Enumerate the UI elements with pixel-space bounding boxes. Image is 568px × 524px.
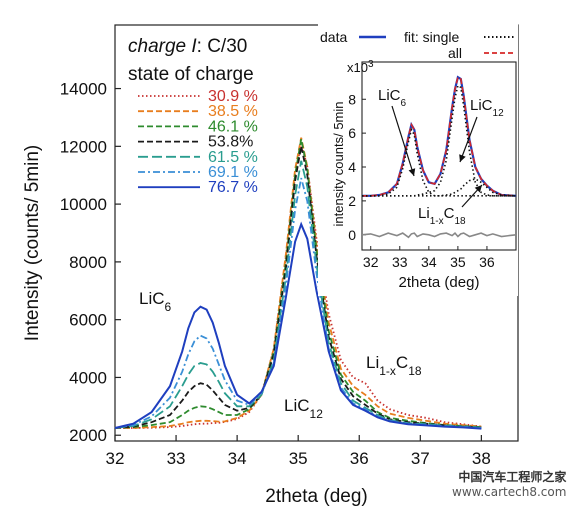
legend-label-7: 76.7 % <box>208 179 258 196</box>
inset-series-all <box>362 75 517 197</box>
inset-y-multiplier: x103 <box>347 59 374 76</box>
inset-arrow-1 <box>391 105 415 177</box>
inset-x-tick-label: 35 <box>450 254 466 270</box>
legend-label-5: 61.5 % <box>208 149 258 166</box>
y-tick-label: 10000 <box>60 195 107 214</box>
inset-y-tick-label: 0 <box>348 227 356 243</box>
inset-frame <box>361 61 517 251</box>
annotation-li1xc18: Li1-xC18 <box>366 353 422 378</box>
legend-label-4: 53.8% <box>208 134 253 151</box>
x-tick-label: 32 <box>106 449 125 468</box>
watermark-url: www.cartech8.com <box>452 485 567 499</box>
y-tick-label: 4000 <box>69 368 107 387</box>
inset-arrow-2 <box>459 116 478 163</box>
inset-series-residual <box>361 231 517 239</box>
inset-y-tick-label: 2 <box>348 193 356 209</box>
y-tick-label: 8000 <box>69 253 107 272</box>
x-tick-label: 38 <box>472 449 491 468</box>
inset-arrowhead-1 <box>408 168 416 176</box>
annotation-lic12: LiC12 <box>284 396 323 421</box>
inset-y-tick-label: 4 <box>348 159 356 175</box>
legend-subtitle: state of charge <box>128 64 254 85</box>
x-tick-label: 36 <box>350 449 369 468</box>
series-line-7 <box>114 221 482 430</box>
inset-y-axis-title: intensity counts/ 5min <box>331 101 346 226</box>
legend-label-2: 38.5 % <box>208 103 258 120</box>
inset-legend-single-label: fit: single <box>404 29 459 45</box>
inset-y-tick-label: 6 <box>348 125 356 141</box>
legend-title: charge I: C/30 <box>128 36 247 57</box>
inset-x-tick-label: 36 <box>479 254 495 270</box>
inset-x-tick-label: 32 <box>363 254 379 270</box>
inset-arrowhead-3 <box>474 185 482 193</box>
series-line-3 <box>114 138 482 429</box>
inset-series-single-li1x <box>362 178 517 197</box>
y-tick-label: 6000 <box>69 311 107 330</box>
inset-annotation-lic12: LiC12 <box>470 97 504 119</box>
y-tick-label: 2000 <box>69 426 107 445</box>
inset-y-tick-label: 8 <box>348 91 356 107</box>
annotation-lic6: LiC6 <box>139 289 172 314</box>
inset-x-tick-label: 34 <box>421 254 437 270</box>
watermark-zh: 中国汽车工程师之家 <box>458 470 567 484</box>
legend-label-6: 69.1 % <box>208 164 258 181</box>
x-axis-title: 2theta (deg) <box>265 486 367 507</box>
x-tick-label: 34 <box>228 449 247 468</box>
series-line-4 <box>114 146 482 429</box>
y-tick-label: 12000 <box>60 137 107 156</box>
inset-annotation-li1xc18: Li1-xC18 <box>418 205 466 227</box>
inset-annotation-lic6: LiC6 <box>378 87 407 109</box>
inset-arrowhead-2 <box>459 154 466 162</box>
inset-legend-data-label: data <box>320 29 347 45</box>
x-tick-label: 33 <box>167 449 186 468</box>
inset-x-axis-title: 2theta (deg) <box>399 274 480 291</box>
legend-label-3: 46.1 % <box>208 118 258 135</box>
inset-x-tick-label: 33 <box>392 254 408 270</box>
inset-plot: 32 33 34 35 36 0 2 4 6 8 2theta (deg) intensity cou… <box>318 24 518 296</box>
y-axis-title: Intensity (counts/ 5min) <box>22 145 43 341</box>
y-tick-label: 14000 <box>60 80 107 99</box>
x-tick-label: 37 <box>411 449 430 468</box>
main-legend: charge I: C/30 state of charge 30.9 %38.5 … <box>128 36 258 196</box>
inset-legend-all-label: all <box>448 45 462 61</box>
watermark: 中国汽车工程师之家 www.cartech8.com <box>452 468 566 499</box>
x-tick-label: 35 <box>289 449 308 468</box>
legend-label-1: 30.9 % <box>208 88 258 105</box>
main-plot: 32 33 34 35 36 37 38 2000 4000 6000 8000 10000 12000… <box>22 24 519 507</box>
